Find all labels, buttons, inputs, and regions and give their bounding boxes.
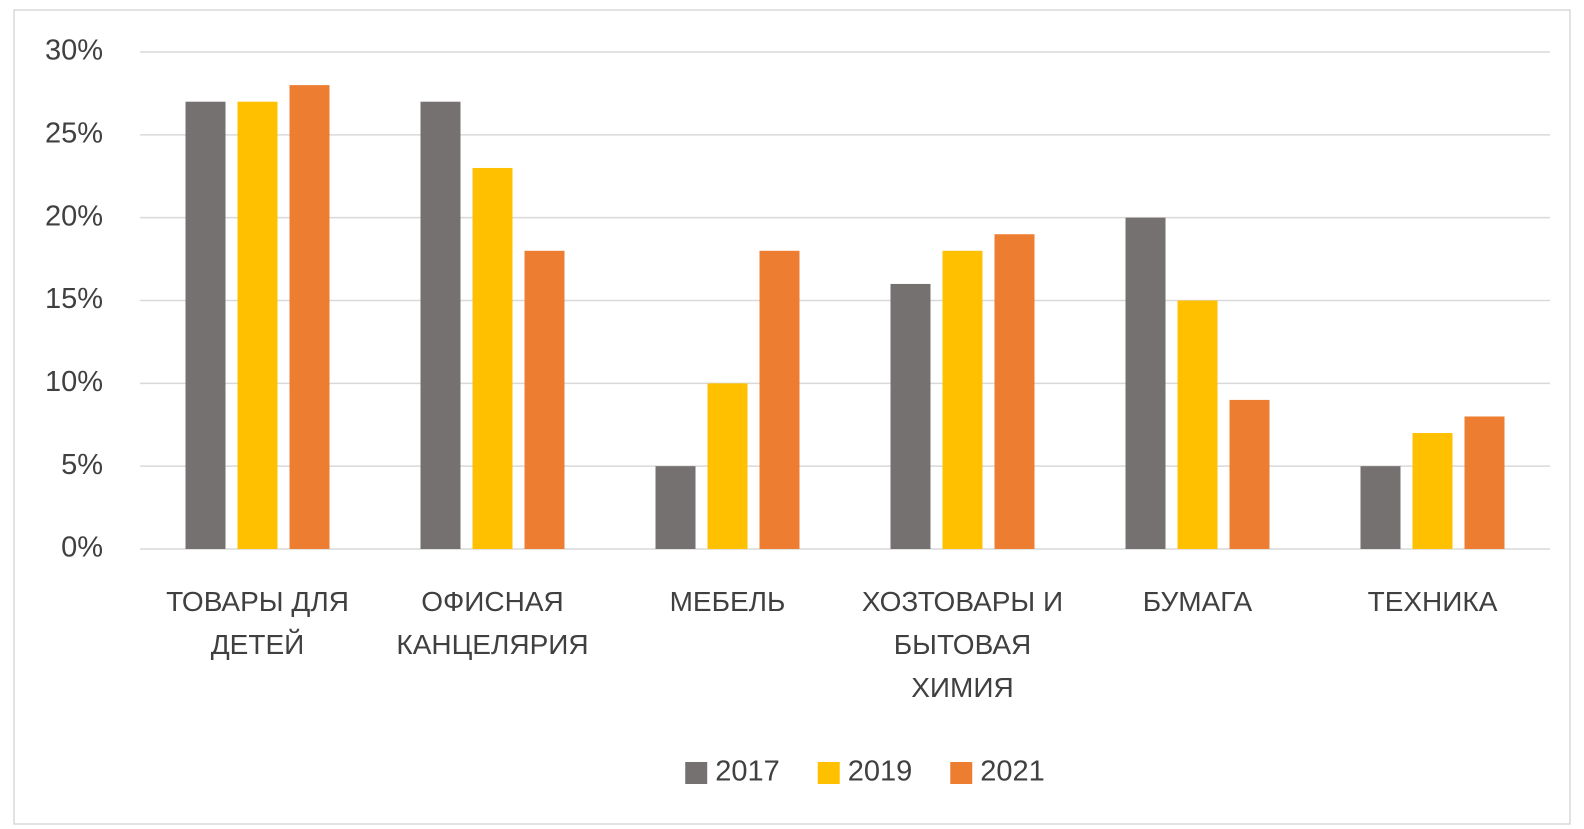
bar <box>289 85 330 549</box>
x-tick-label: ХОЗТОВАРЫ И БЫТОВАЯ ХИМИЯ <box>861 586 1064 703</box>
y-tick-label: 5% <box>61 449 103 481</box>
y-tick-label: 15% <box>45 283 103 315</box>
bar <box>1229 399 1270 549</box>
y-tick-label: 30% <box>45 35 103 67</box>
bar <box>890 283 931 549</box>
bar <box>707 383 748 549</box>
bar <box>1360 466 1401 549</box>
x-tick-label: ТОВАРЫ ДЛЯ ДЕТЕЙ <box>166 586 349 660</box>
bar <box>1125 217 1166 549</box>
bar <box>524 250 565 550</box>
x-tick-label: МЕБЕЛЬ <box>669 586 786 617</box>
bar <box>994 234 1035 549</box>
bar <box>472 167 513 549</box>
x-tick-label: БУМАГА <box>1142 586 1253 617</box>
x-tick-label: ТЕХНИКА <box>1367 586 1498 617</box>
y-tick-label: 10% <box>45 366 103 398</box>
bar <box>1177 300 1218 549</box>
legend-label: 2019 <box>848 756 913 788</box>
bar <box>1464 416 1505 549</box>
bar <box>1412 433 1453 549</box>
y-tick-label: 25% <box>45 117 103 149</box>
legend-label: 2021 <box>980 756 1045 788</box>
legend-label: 2017 <box>715 756 780 788</box>
bar <box>420 101 461 549</box>
x-tick-label: ОФИСНАЯ КАНЦЕЛЯРИЯ <box>396 586 589 660</box>
bar <box>942 250 983 550</box>
legend-swatch <box>685 762 708 784</box>
y-tick-label: 0% <box>61 532 103 564</box>
legend-swatch <box>950 762 973 784</box>
chart-frame <box>13 9 1571 825</box>
legend-swatch <box>817 762 840 784</box>
bar <box>185 101 226 549</box>
bar <box>655 466 696 549</box>
bar <box>237 101 278 549</box>
y-tick-label: 20% <box>45 200 103 232</box>
bar <box>759 250 800 550</box>
